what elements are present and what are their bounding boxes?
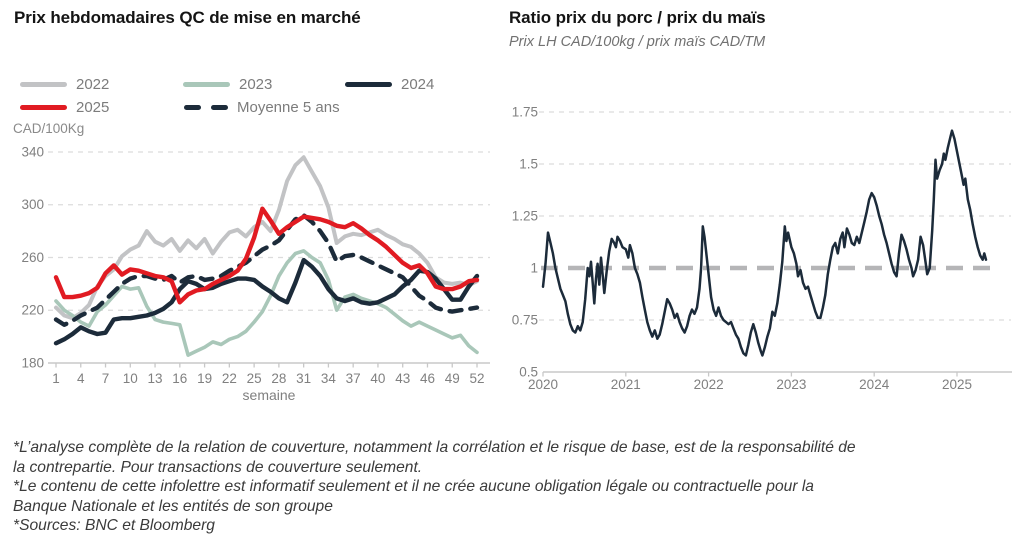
- footnotes-block: *L’analyse complète de la relation de co…: [13, 438, 1021, 536]
- series-line-2023: [54, 249, 479, 357]
- legend-swatch-2024-icon: [345, 81, 392, 87]
- x-tick-label: 31: [296, 371, 311, 386]
- y-tick-label: 340: [21, 144, 44, 159]
- x-tick-label: 13: [148, 371, 163, 386]
- x-tick-label: 28: [271, 371, 286, 386]
- x-tick-label: 22: [222, 371, 237, 386]
- x-tick-label: 2021: [611, 377, 641, 390]
- legend-item-2025: 2025: [20, 98, 110, 116]
- legend-label-2023: 2023: [239, 75, 273, 93]
- x-tick-label: 16: [172, 371, 187, 386]
- x-tick-label: 2025: [942, 377, 972, 390]
- legend-label-2025: 2025: [76, 98, 110, 116]
- y-tick-label: 1.5: [519, 157, 538, 172]
- left-chart-x-axis-title: semaine: [242, 387, 296, 403]
- x-tick-label: 10: [123, 371, 138, 386]
- x-tick-label: 2023: [776, 377, 806, 390]
- footnote-legal-disclaimer: *Le contenu de cette infolettre est info…: [13, 478, 814, 515]
- legend-swatch-2022-icon: [20, 81, 67, 87]
- y-tick-label: 260: [21, 250, 44, 265]
- legend-label-2024: 2024: [401, 75, 435, 93]
- footnote-hedging-disclaimer: *L’analyse complète de la relation de co…: [13, 439, 856, 476]
- legend-swatch-moyenne-icon: [184, 104, 228, 110]
- x-tick-label: 1: [52, 371, 60, 386]
- x-tick-label: 7: [102, 371, 110, 386]
- x-tick-label: 4: [77, 371, 85, 386]
- right-chart-subtitle: Prix LH CAD/100kg / prix maïs CAD/TM: [509, 34, 766, 50]
- x-tick-label: 40: [370, 371, 385, 386]
- weekly-price-chart: 180 220 260 300 340 1 4 7 10 13 16 19 22 25 28 31 34 37 40…: [21, 144, 490, 386]
- legend-label-2022: 2022: [76, 75, 110, 93]
- x-tick-label: 46: [420, 371, 435, 386]
- x-tick-label: 25: [247, 371, 262, 386]
- x-tick-label: 37: [346, 371, 361, 386]
- legend-swatch-2025-icon: [20, 104, 67, 110]
- right-chart-title: Ratio prix du porc / prix du maïs: [509, 8, 766, 27]
- y-tick-label: 300: [21, 197, 44, 212]
- y-tick-label: 180: [21, 356, 44, 371]
- x-tick-label: 49: [445, 371, 460, 386]
- left-chart-title: Prix hebdomadaires QC de mise en marché: [14, 8, 361, 27]
- series-line-2024: [53, 257, 480, 346]
- y-tick-label: 0.5: [519, 365, 538, 380]
- x-tick-label: 43: [395, 371, 410, 386]
- y-tick-label: 1.25: [512, 209, 538, 224]
- x-tick-label: 2020: [528, 377, 558, 390]
- x-tick-label: 19: [197, 371, 212, 386]
- legend-label-moyenne: Moyenne 5 ans: [237, 98, 340, 116]
- y-tick-label: 220: [21, 303, 44, 318]
- series-line-2025: [53, 206, 480, 305]
- x-tick-label: 2024: [859, 377, 890, 390]
- x-tick-label: 34: [321, 371, 337, 386]
- x-tick-label: 2022: [694, 377, 724, 390]
- legend-item-2022: 2022: [20, 75, 110, 93]
- legend-swatch-2023-icon: [183, 81, 230, 87]
- ratio-series-line: [541, 129, 988, 357]
- y-tick-label: 1.75: [512, 105, 538, 120]
- series-line-2022: [54, 155, 479, 321]
- legend-item-2023: 2023: [183, 75, 273, 93]
- y-tick-label: 0.75: [512, 313, 538, 328]
- footnote-sources: *Sources: BNC et Bloomberg: [13, 517, 215, 535]
- ratio-chart: 0.5 0.75 1 1.25 1.5 1.75 2020 2021 2022 2023 2024 2…: [512, 105, 1012, 390]
- legend-item-2024: 2024: [345, 75, 435, 93]
- y-tick-label: 1: [530, 261, 538, 276]
- left-chart-y-unit-label: CAD/100Kg: [13, 121, 85, 136]
- legend-item-moyenne-5-ans: Moyenne 5 ans: [184, 98, 340, 116]
- x-tick-label: 52: [469, 371, 484, 386]
